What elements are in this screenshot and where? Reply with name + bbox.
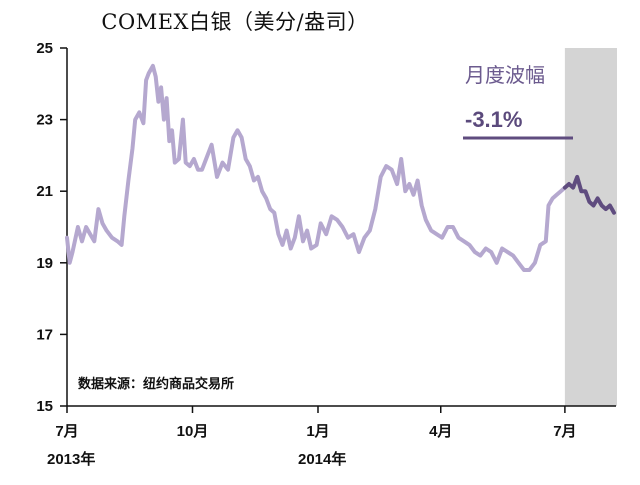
monthly-range-value: -3.1% [465, 107, 522, 132]
y-tick-label: 15 [36, 398, 53, 415]
x-tick-year-label: 2013年 [47, 450, 95, 468]
x-axis: 7月 2013年 10月 1月 2014年 4月 7月 [47, 405, 616, 468]
source-note: 数据来源：纽约商品交易所 [78, 376, 234, 392]
price-history-line [65, 63, 567, 272]
x-tick-label: 7月 [553, 423, 576, 440]
x-tick-year-label: 2014年 [298, 450, 346, 468]
y-tick-label: 21 [36, 183, 53, 200]
y-tick-label: 17 [36, 326, 53, 343]
x-tick-label: 1月 [306, 423, 329, 440]
x-tick-label: 10月 [177, 423, 209, 440]
monthly-range-label: 月度波幅 [465, 63, 545, 87]
chart-title: COMEX白银（美分/盎司） [101, 10, 369, 34]
x-tick-label: 7月 [55, 423, 78, 440]
series-lines [65, 63, 616, 272]
y-tick-label: 19 [36, 255, 53, 272]
y-tick-label: 25 [36, 40, 53, 57]
x-tick-label: 4月 [429, 423, 452, 440]
y-axis: 15 17 19 21 23 25 [36, 40, 68, 415]
highlight-period-shade [564, 48, 617, 406]
recent-month-line [562, 174, 616, 215]
y-tick-label: 23 [36, 112, 53, 129]
